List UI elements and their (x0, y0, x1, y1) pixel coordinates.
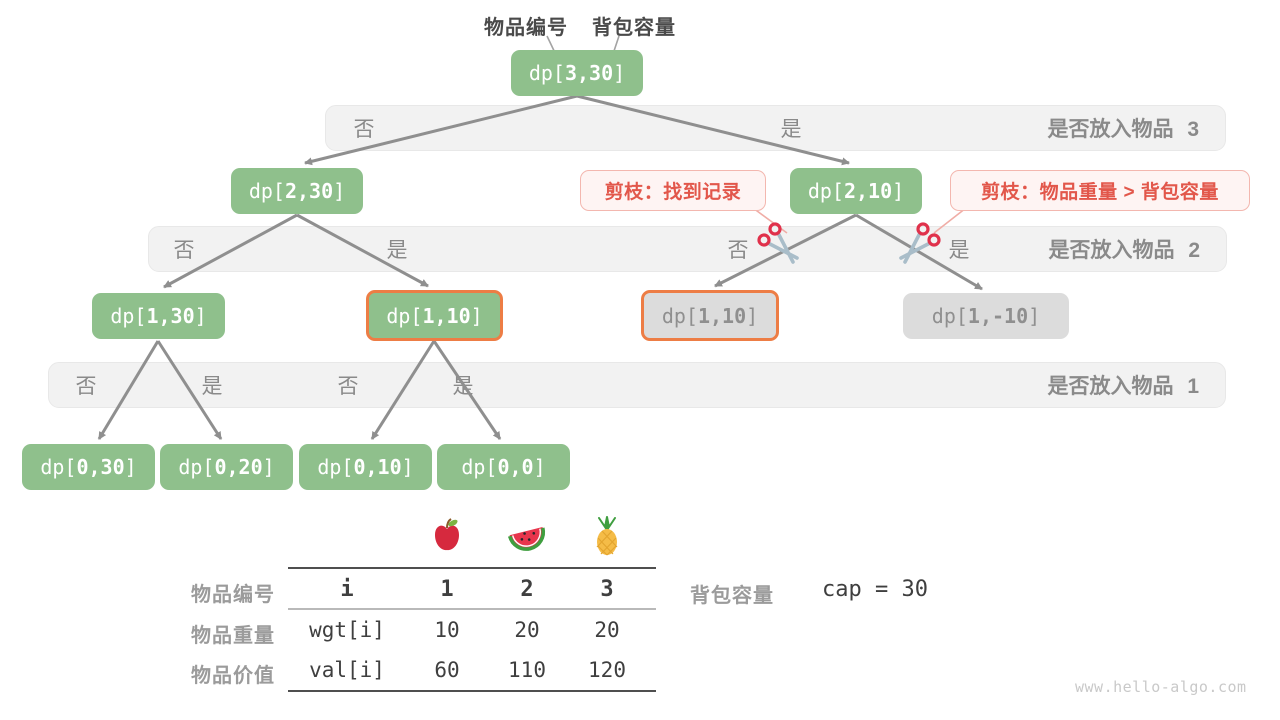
node-text: dp[ (661, 303, 698, 328)
prune-label-found-record: 剪枝：找到记录 (580, 170, 766, 211)
node-args: 2,30 (284, 179, 334, 203)
row-label-item-number: 物品编号 (191, 584, 275, 606)
table-cell: 20 (514, 618, 540, 642)
row-label-item-value: 物品价值 (191, 665, 275, 687)
table-cell: 3 (600, 577, 614, 602)
table-cell: 60 (434, 658, 460, 682)
node-text: ] (470, 303, 483, 328)
tree-node-dp-1-10-memoized: dp[1,10] (641, 290, 779, 341)
node-args: 1,-10 (967, 304, 1029, 328)
tree-node-dp-2-10: dp[2,10] (790, 168, 922, 214)
tree-node-dp-0-20: dp[0,20] (160, 444, 293, 490)
watermelon-icon (508, 527, 546, 551)
capacity-label: 背包容量 (690, 585, 774, 607)
band-no-label: 否 (75, 375, 97, 398)
node-text: dp[ (931, 304, 968, 328)
decision-band-item-2: 否 是 否 是 是否放入物品 2 (148, 226, 1227, 272)
prune-text: 剪枝：物品重量 > 背包容量 (981, 182, 1219, 203)
prune-text: 剪枝：找到记录 (604, 182, 742, 203)
node-text: dp[ (386, 303, 423, 328)
node-text: ] (533, 455, 546, 479)
band-yes-label: 是 (780, 118, 802, 141)
node-args: 1,10 (422, 303, 471, 328)
tree-node-dp-3-30: dp[3,30] (511, 50, 643, 96)
band-no-label: 否 (173, 239, 195, 262)
node-text: dp[ (40, 455, 77, 479)
node-args: 1,30 (146, 304, 195, 328)
node-text: ] (401, 455, 414, 479)
node-text: ] (124, 455, 137, 479)
apple-icon (435, 518, 459, 551)
node-args: 0,20 (214, 455, 263, 479)
table-cell: 2 (520, 577, 534, 602)
scissors-icon (757, 222, 799, 264)
band-title: 是否放入物品 3 (1047, 118, 1199, 141)
node-text: ] (1028, 304, 1041, 328)
node-text: dp[ (807, 179, 844, 203)
table-cell: 1 (440, 577, 454, 602)
band-title: 是否放入物品 1 (1047, 375, 1199, 398)
row-label-item-weight: 物品重量 (191, 625, 275, 647)
band-no-label: 否 (353, 118, 375, 141)
tree-node-dp-1-30: dp[1,30] (92, 293, 225, 339)
decision-band-item-1: 否 是 否 是 是否放入物品 1 (48, 362, 1226, 408)
table-rule-bottom (288, 690, 656, 692)
tree-node-dp-2-30: dp[2,30] (231, 168, 363, 214)
band-no-label: 否 (727, 239, 749, 262)
tree-node-dp-0-30: dp[0,30] (22, 444, 155, 490)
node-args: 1,10 (697, 303, 747, 328)
pineapple-icon (596, 516, 618, 556)
band-no-label: 否 (337, 375, 359, 398)
table-cell: 120 (588, 658, 626, 682)
tree-node-dp-1-10-highlighted: dp[1,10] (366, 290, 503, 341)
node-args: 0,0 (497, 455, 534, 479)
table-cell: val[i] (309, 658, 385, 682)
table-cell: wgt[i] (309, 618, 385, 642)
item-number-pointer-label: 物品编号 (484, 17, 568, 39)
band-yes-label: 是 (948, 239, 970, 262)
table-rule-top (288, 567, 656, 569)
prune-label-weight-exceeds-capacity: 剪枝：物品重量 > 背包容量 (950, 170, 1250, 211)
node-text: dp[ (461, 455, 498, 479)
band-yes-label: 是 (452, 375, 474, 398)
node-args: 2,10 (843, 179, 893, 203)
node-text: ] (613, 61, 626, 85)
band-yes-label: 是 (386, 239, 408, 262)
node-text: dp[ (317, 455, 354, 479)
table-cell: 20 (594, 618, 620, 642)
node-text: dp[ (178, 455, 215, 479)
table-rule-middle (288, 608, 656, 610)
node-text: ] (262, 455, 275, 479)
node-args: 0,30 (76, 455, 125, 479)
node-text: dp[ (110, 304, 147, 328)
tree-node-dp-1-neg10-pruned: dp[1,-10] (903, 293, 1069, 339)
tree-node-dp-0-10: dp[0,10] (299, 444, 432, 490)
node-text: dp[ (528, 61, 565, 85)
node-text: ] (746, 303, 759, 328)
band-title: 是否放入物品 2 (1048, 239, 1200, 262)
node-args: 0,10 (353, 455, 402, 479)
table-cell: 110 (508, 658, 546, 682)
node-text: ] (333, 179, 346, 203)
node-args: 3,30 (564, 61, 614, 85)
capacity-value: cap = 30 (822, 577, 928, 602)
node-text: ] (194, 304, 207, 328)
decision-band-item-3: 否 是 是否放入物品 3 (325, 105, 1226, 151)
scissors-icon (899, 222, 941, 264)
band-yes-label: 是 (201, 375, 223, 398)
tree-node-dp-0-0: dp[0,0] (437, 444, 570, 490)
node-text: dp[ (248, 179, 285, 203)
watermark: www.hello-algo.com (1075, 678, 1247, 696)
table-cell: i (340, 577, 354, 602)
table-cell: 10 (434, 618, 460, 642)
node-text: ] (892, 179, 905, 203)
capacity-pointer-label: 背包容量 (592, 17, 676, 39)
